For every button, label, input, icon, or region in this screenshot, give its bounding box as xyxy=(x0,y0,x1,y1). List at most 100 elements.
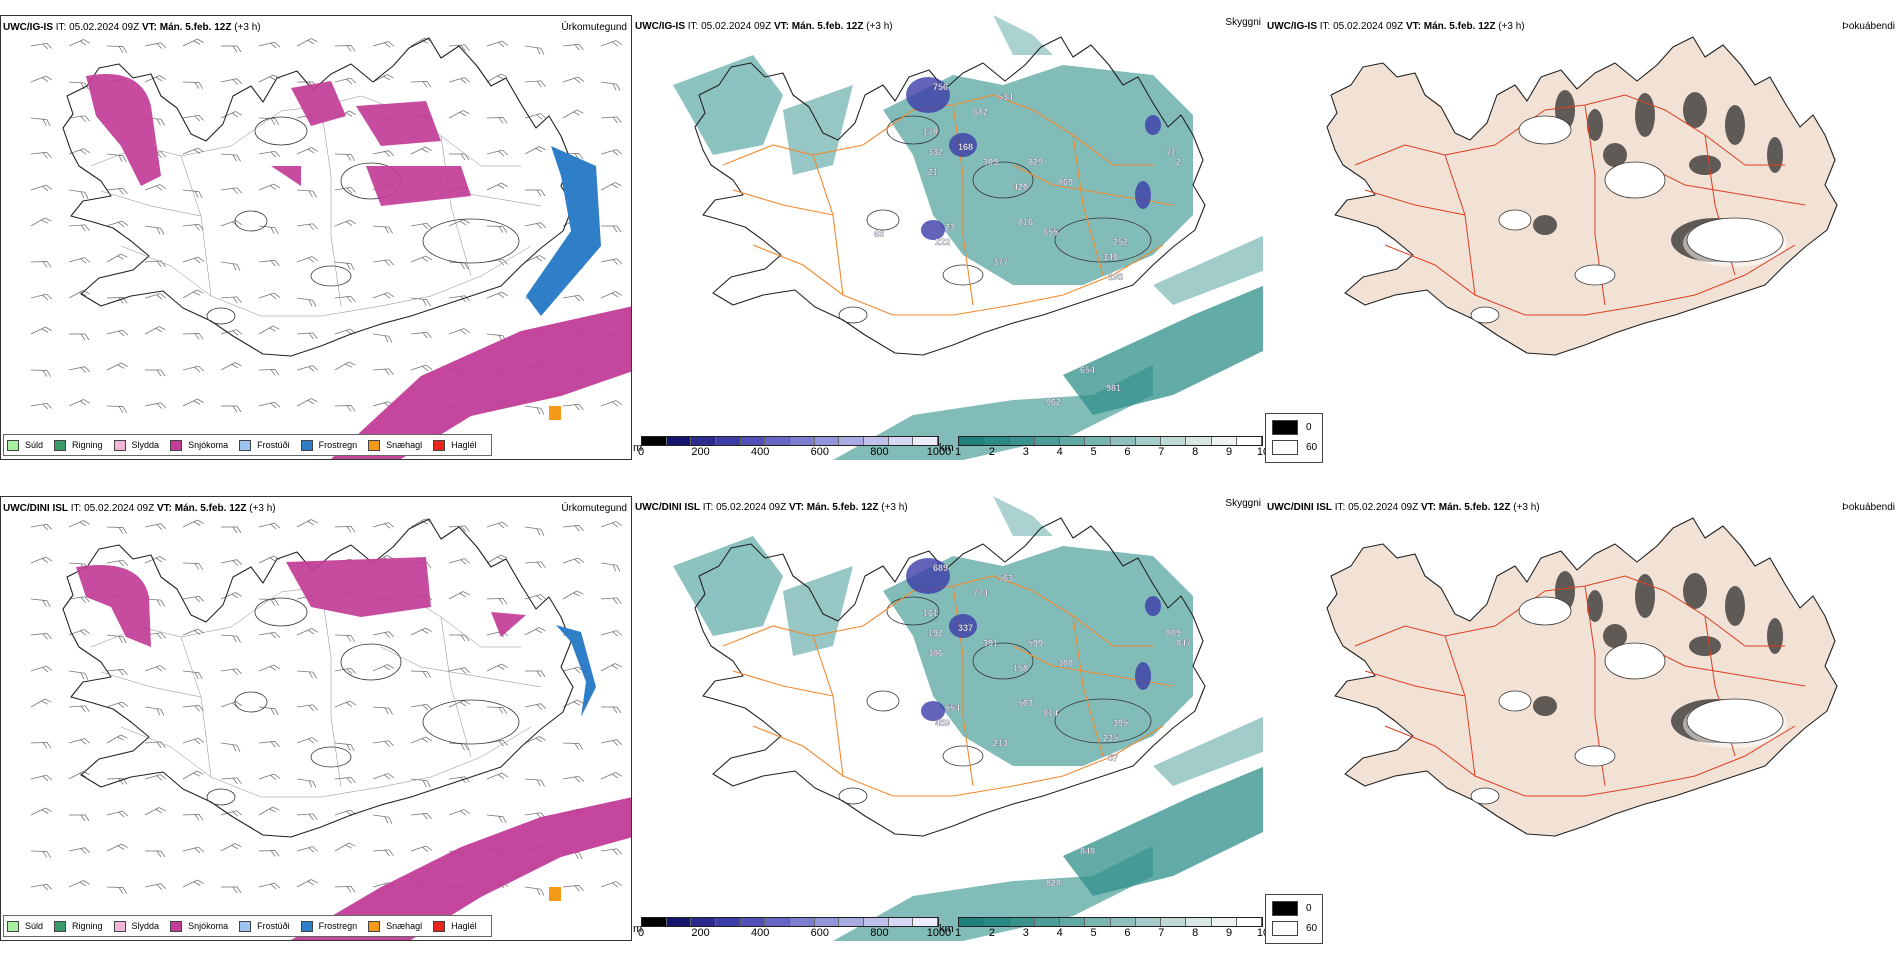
wind-barb xyxy=(296,398,318,407)
wind-barb xyxy=(486,182,508,191)
legend-label: Snjókoma xyxy=(188,921,229,931)
wind-barb xyxy=(182,223,204,231)
fog-indicator-area xyxy=(1689,636,1721,656)
visibility-panel: 756 682 534 170 332 168 309 21 420 829 869 816 655 25… xyxy=(633,15,1269,460)
legend-item: Haglél xyxy=(433,920,477,932)
wind-barb xyxy=(30,326,52,335)
wind-barb xyxy=(296,189,317,198)
height-shading-area xyxy=(949,133,977,157)
height-shading-area xyxy=(1145,596,1161,616)
wind-barb xyxy=(144,665,167,672)
low-visibility-area xyxy=(1153,716,1263,786)
legend-item: Rigning xyxy=(54,920,103,932)
colorbar-tick-label: 4 xyxy=(1056,927,1063,939)
wind-barb xyxy=(410,736,433,744)
wind-barb xyxy=(145,369,166,377)
panel-parameter-label: Úrkomutegund xyxy=(561,22,627,33)
height-value-label: 332 xyxy=(928,147,943,157)
wind-barb xyxy=(68,880,90,888)
wind-barb xyxy=(372,631,395,638)
wind-barb xyxy=(258,555,280,564)
fog-indicator-area xyxy=(1767,137,1783,173)
fog-indicator-area xyxy=(1683,92,1707,128)
height-value-label: 814 xyxy=(1043,708,1058,718)
wind-barb xyxy=(144,293,167,300)
wind-barb xyxy=(448,667,471,674)
colorbar-tick-label: 3 xyxy=(1022,446,1029,458)
legend-item: Snæhagl xyxy=(368,439,422,451)
legend-item: Rigning xyxy=(54,439,103,451)
height-value-label: 655 xyxy=(1043,227,1058,237)
panel-parameter-label: Úrkomutegund xyxy=(561,503,627,514)
snowfall-area xyxy=(76,565,151,647)
panel-parameter-label: Skyggni xyxy=(1225,498,1261,509)
wind-barb xyxy=(448,110,470,119)
wind-barb xyxy=(410,364,433,372)
wind-barb xyxy=(410,255,433,263)
height-value-label: 534 xyxy=(998,92,1013,102)
colorbar-tick-label: 1000 xyxy=(926,446,952,458)
wind-barb xyxy=(600,116,622,124)
wind-barb xyxy=(258,259,280,267)
wind-barb xyxy=(562,775,585,783)
wind-barb xyxy=(220,261,241,271)
wind-barb xyxy=(69,333,90,341)
wind-barb xyxy=(30,698,52,708)
road-network xyxy=(1384,244,1796,316)
glacier-outline xyxy=(886,596,940,626)
freezing-rain-area xyxy=(556,625,596,717)
height-value-label: 809 xyxy=(1166,628,1181,638)
height-value-label: 161 xyxy=(923,608,938,618)
wind-barb xyxy=(524,113,547,120)
wind-barb xyxy=(562,557,585,565)
wind-barb xyxy=(182,704,204,712)
iceland-coastline xyxy=(694,36,1206,356)
colorbar-tick-label: 200 xyxy=(691,927,710,939)
wind-barb xyxy=(220,187,242,194)
wind-barb xyxy=(486,706,508,714)
wind-barb xyxy=(182,365,205,373)
wind-barb xyxy=(30,774,53,782)
colorbar-tick-label: 0 xyxy=(637,446,645,458)
wind-barb xyxy=(524,526,545,536)
wind-barb xyxy=(601,706,622,714)
wind-barb xyxy=(145,850,166,858)
wind-barb xyxy=(68,257,91,264)
fog-indicator-map xyxy=(1326,517,1838,837)
wind-barb xyxy=(486,814,507,824)
fog-legend-item: 60 xyxy=(1272,440,1317,455)
legend-item: Slydda xyxy=(113,920,159,932)
wind-barb xyxy=(524,146,546,155)
wind-barb xyxy=(220,843,242,852)
panel-title: UWC/DINI ISL IT: 05.02.2024 09Z VT: Mán.… xyxy=(3,503,276,514)
wind-barb xyxy=(486,739,509,747)
fog-legend-item: 60 xyxy=(1272,921,1317,936)
legend-swatch xyxy=(433,439,446,451)
legend-item: Frostregn xyxy=(300,439,358,451)
legend-label: Frostregn xyxy=(318,440,358,450)
precip-type-panel: UWC/IG-IS IT: 05.02.2024 09Z VT: Mán. 5.… xyxy=(0,15,632,460)
wind-barb xyxy=(562,76,585,84)
fog-indicator-area xyxy=(1725,586,1745,626)
wind-barb xyxy=(372,706,393,715)
snowfall-area xyxy=(356,101,441,146)
wind-barb xyxy=(296,846,319,853)
colorbar-tick-label: 800 xyxy=(870,927,889,939)
wind-barb xyxy=(30,807,52,816)
height-unit-label: m xyxy=(633,442,643,454)
wind-barb xyxy=(68,399,90,407)
height-value-label: 195 xyxy=(1108,272,1123,282)
colorbar-tick-label: 9 xyxy=(1226,446,1233,458)
wind-barb xyxy=(68,81,89,90)
wind-barb xyxy=(372,333,393,343)
height-value-label: 71 xyxy=(1166,147,1176,157)
glacier-outline xyxy=(886,115,940,145)
panel-title: UWC/IG-IS IT: 05.02.2024 09Z VT: Mán. 5.… xyxy=(1267,21,1525,32)
colorbar-tick-label: 6 xyxy=(1124,927,1131,939)
wind-barb xyxy=(334,842,356,852)
wind-barb xyxy=(296,670,317,679)
wind-barb xyxy=(372,150,395,157)
wind-barb xyxy=(600,81,621,91)
fog-indicator-area xyxy=(1683,573,1707,609)
